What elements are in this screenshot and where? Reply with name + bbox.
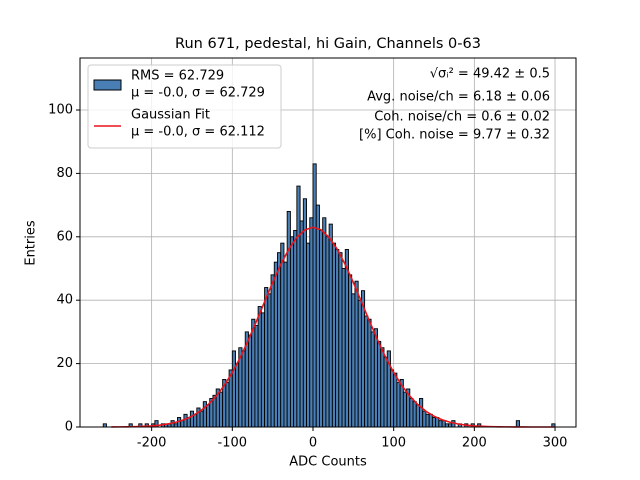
bar: [309, 217, 314, 428]
bar: [389, 369, 395, 428]
x-tick-label: -200: [137, 436, 167, 451]
bar: [248, 334, 253, 428]
bar: [277, 252, 282, 428]
y-tick-label: 20: [56, 356, 73, 371]
bar: [441, 420, 446, 428]
bar: [409, 398, 414, 428]
legend-box: [87, 64, 282, 149]
bar: [360, 290, 366, 428]
bar: [438, 420, 443, 428]
bar: [422, 410, 427, 428]
x-axis-label: ADC Counts: [289, 455, 367, 470]
bar: [264, 287, 269, 428]
bar: [341, 268, 346, 428]
bar: [241, 350, 246, 428]
x-tick-label: 200: [462, 436, 487, 451]
bar: [286, 210, 291, 428]
bar: [218, 391, 224, 428]
bar: [370, 331, 375, 428]
x-tick-label: 100: [381, 436, 406, 451]
annotation: Coh. noise/ch = 0.6 ± 0.02: [374, 110, 550, 125]
y-tick-label: 0: [65, 420, 73, 435]
bar: [383, 356, 388, 428]
bar: [367, 318, 372, 428]
bar: [254, 325, 259, 428]
bar: [380, 347, 385, 428]
fit-curve: [111, 226, 556, 428]
bar: [364, 315, 369, 428]
bar: [354, 280, 359, 428]
bar: [306, 242, 311, 428]
bar: [315, 204, 320, 428]
bar: [412, 401, 417, 428]
bar: [231, 350, 236, 428]
annotation: √σᵢ² = 49.42 ± 0.5: [430, 67, 550, 82]
bar: [335, 249, 340, 428]
bar: [296, 185, 301, 428]
bar: [228, 369, 233, 428]
bar: [235, 363, 240, 428]
y-tick-label: 40: [56, 293, 73, 308]
bar: [289, 236, 295, 428]
bar: [225, 382, 230, 428]
legend-label: Gaussian Fit: [131, 108, 210, 123]
bar: [515, 420, 520, 428]
bar: [328, 223, 333, 428]
legend-label: μ = -0.0, σ = 62.112: [131, 125, 265, 140]
legend: RMS = 62.729 μ = -0.0, σ = 62.729 Gaussian…: [87, 64, 282, 149]
annotation: [%] Coh. noise = 9.77 ± 0.32: [359, 128, 550, 143]
axes-frame: [79, 57, 577, 428]
bar: [338, 252, 343, 428]
bar: [428, 413, 433, 428]
bar: [377, 340, 382, 428]
bar: [270, 274, 275, 428]
bar: [431, 417, 437, 428]
legend-swatch: [93, 79, 122, 91]
bar: [299, 220, 304, 428]
bar: [415, 404, 420, 428]
bar: [293, 230, 298, 428]
bar: [260, 312, 266, 428]
bar: [180, 420, 185, 428]
bar: [280, 242, 285, 428]
bar: [199, 410, 204, 428]
chart-title: Run 671, pedestal, hi Gain, Channels 0-6…: [175, 36, 481, 52]
bar: [193, 413, 198, 428]
bar: [206, 404, 211, 428]
bar: [344, 249, 349, 428]
bar: [322, 217, 327, 428]
y-tick-label: 60: [56, 229, 73, 244]
bar: [393, 372, 398, 428]
y-tick-label: 100: [48, 102, 73, 117]
y-tick-label: 80: [56, 166, 73, 181]
bar: [283, 261, 288, 428]
legend-label: μ = -0.0, σ = 62.729: [131, 86, 265, 101]
bar: [402, 391, 408, 428]
bar: [302, 198, 307, 428]
bar: [419, 398, 424, 428]
y-axis-label: Entries: [24, 220, 39, 266]
bar: [312, 163, 317, 428]
legend-label: RMS = 62.729: [131, 69, 224, 84]
bar: [331, 242, 337, 428]
annotation: Avg. noise/ch = 6.18 ± 0.06: [367, 90, 550, 105]
x-tick-label: -100: [218, 436, 248, 451]
bar: [348, 274, 353, 428]
bar: [189, 410, 195, 428]
bar: [273, 261, 278, 428]
bar: [351, 293, 356, 428]
bar: [325, 236, 330, 428]
bar: [373, 328, 378, 428]
bar: [267, 293, 272, 428]
bar: [318, 230, 324, 428]
bar: [183, 413, 188, 428]
bar: [357, 299, 362, 428]
bar: [396, 382, 401, 428]
bar: [251, 318, 256, 428]
bar: [425, 413, 430, 428]
bar: [257, 306, 262, 428]
x-tick-label: 300: [543, 436, 568, 451]
x-tick-label: 0: [309, 436, 317, 451]
